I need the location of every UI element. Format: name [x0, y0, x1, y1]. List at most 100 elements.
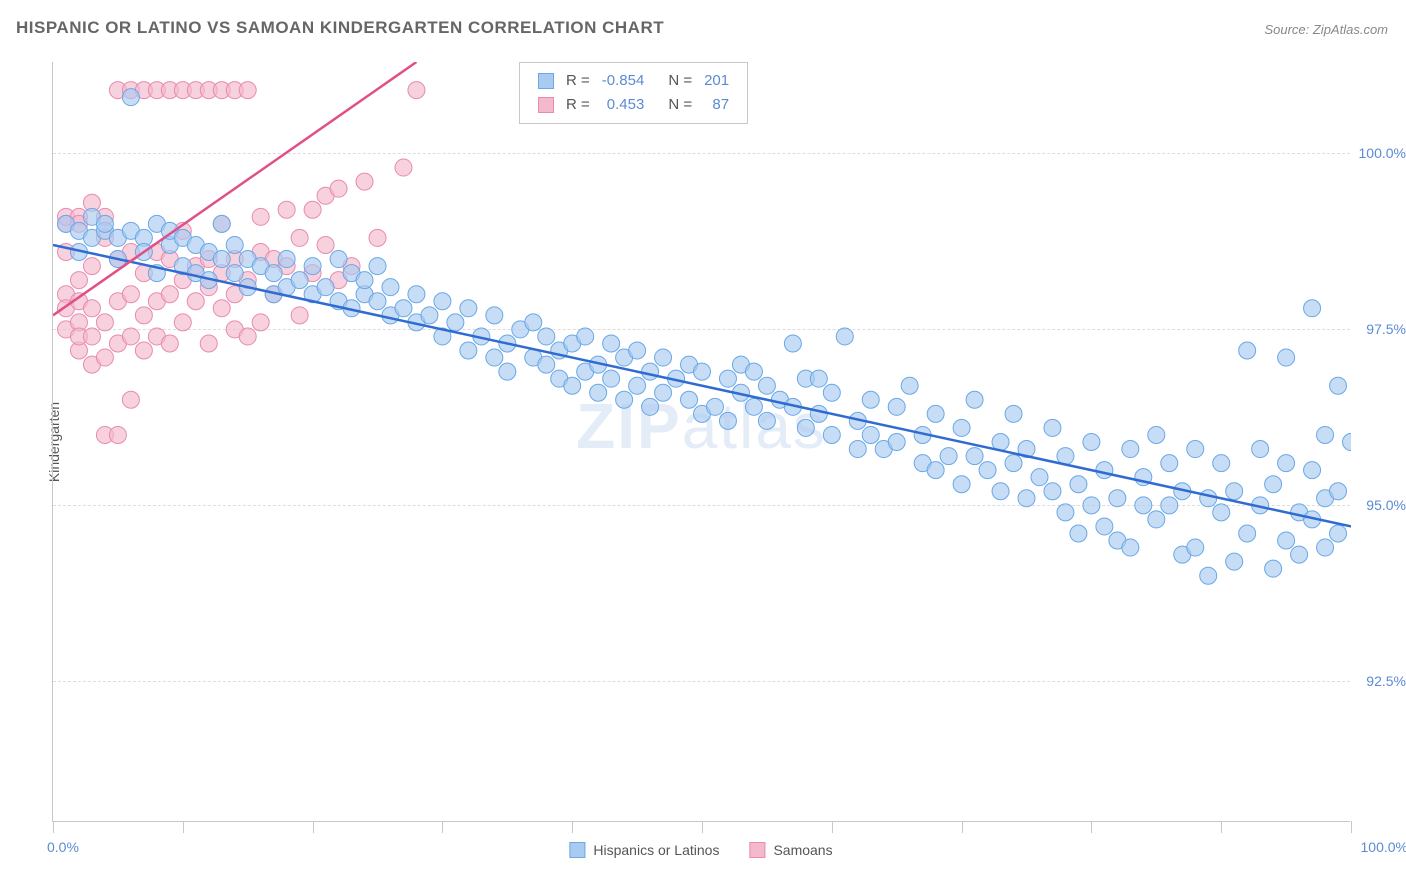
scatter-point [1005, 455, 1022, 472]
scatter-point [538, 328, 555, 345]
scatter-point [1200, 490, 1217, 507]
scatter-point [486, 307, 503, 324]
stats-n-value: 201 [698, 69, 735, 93]
scatter-point [1096, 518, 1113, 535]
scatter-point [927, 462, 944, 479]
scatter-point [460, 300, 477, 317]
scatter-point [940, 448, 957, 465]
x-tick [832, 821, 833, 833]
x-tick [313, 821, 314, 833]
x-tick [183, 821, 184, 833]
scatter-point [1291, 546, 1308, 563]
scatter-point [1044, 419, 1061, 436]
scatter-point [1031, 469, 1048, 486]
scatter-point [655, 384, 672, 401]
legend-item-hispanics: Hispanics or Latinos [569, 842, 719, 858]
scatter-point [187, 293, 204, 310]
scatter-point [810, 405, 827, 422]
scatter-point [577, 328, 594, 345]
scatter-point [213, 251, 230, 268]
x-axis-max-label: 100.0% [1361, 839, 1406, 855]
scatter-point [317, 236, 334, 253]
scatter-point [395, 159, 412, 176]
scatter-point [1044, 483, 1061, 500]
scatter-point [1096, 462, 1113, 479]
scatter-point [239, 328, 256, 345]
scatter-point [810, 370, 827, 387]
scatter-point [888, 434, 905, 451]
scatter-point [797, 419, 814, 436]
scatter-point [239, 82, 256, 99]
plot-area: ZIPatlas 92.5%95.0%97.5%100.0% 0.0% 100.… [52, 62, 1350, 822]
scatter-point [1330, 525, 1347, 542]
scatter-point [1330, 377, 1347, 394]
scatter-point [525, 314, 542, 331]
legend-swatch [569, 842, 585, 858]
scatter-point [1278, 455, 1295, 472]
scatter-point [265, 265, 282, 282]
y-tick-label: 100.0% [1359, 145, 1406, 161]
scatter-point [356, 272, 373, 289]
scatter-point [1083, 497, 1100, 514]
scatter-point [1148, 426, 1165, 443]
scatter-point [538, 356, 555, 373]
scatter-point [1252, 441, 1269, 458]
scatter-point [992, 483, 1009, 500]
scatter-point [1239, 525, 1256, 542]
scatter-point [1018, 490, 1035, 507]
scatter-point [862, 391, 879, 408]
x-tick [1351, 821, 1352, 833]
legend-label: Hispanics or Latinos [593, 842, 719, 858]
scatter-point [122, 89, 139, 106]
scatter-point [278, 251, 295, 268]
scatter-point [96, 314, 113, 331]
scatter-point [1239, 342, 1256, 359]
scatter-point [486, 349, 503, 366]
scatter-point [278, 201, 295, 218]
x-tick [1221, 821, 1222, 833]
scatter-point [1187, 539, 1204, 556]
scatter-point [174, 314, 191, 331]
scatter-point [758, 412, 775, 429]
scatter-point [291, 272, 308, 289]
scatter-point [745, 398, 762, 415]
scatter-point [1278, 349, 1295, 366]
stats-n-label: N = [662, 69, 698, 93]
stats-row: R =-0.854N =201 [532, 69, 735, 93]
y-tick-label: 92.5% [1366, 673, 1406, 689]
y-tick-label: 95.0% [1366, 497, 1406, 513]
scatter-point [1057, 504, 1074, 521]
scatter-point [629, 377, 646, 394]
scatter-point [1265, 476, 1282, 493]
stats-swatch [538, 73, 554, 89]
scatter-point [862, 426, 879, 443]
scatter-point [1330, 483, 1347, 500]
stats-n-label: N = [662, 93, 698, 117]
scatter-point [719, 370, 736, 387]
stats-box: R =-0.854N =201R =0.453N =87 [519, 62, 748, 124]
scatter-point [252, 208, 269, 225]
scatter-point [1317, 539, 1334, 556]
scatter-point [135, 342, 152, 359]
scatter-point [758, 377, 775, 394]
scatter-point [642, 398, 659, 415]
scatter-point [1213, 455, 1230, 472]
scatter-point [1005, 405, 1022, 422]
scatter-point [706, 398, 723, 415]
scatter-point [629, 342, 646, 359]
stats-n-value: 87 [698, 93, 735, 117]
scatter-point [1304, 300, 1321, 317]
stats-swatch [538, 97, 554, 113]
scatter-point [1161, 497, 1178, 514]
legend: Hispanics or Latinos Samoans [569, 842, 832, 858]
scatter-point [1070, 525, 1087, 542]
scatter-point [1148, 511, 1165, 528]
scatter-point [1213, 504, 1230, 521]
stats-r-value: 0.453 [596, 93, 651, 117]
scatter-point [408, 82, 425, 99]
scatter-point [1187, 441, 1204, 458]
scatter-point [213, 215, 230, 232]
scatter-point [317, 279, 334, 296]
x-axis-min-label: 0.0% [47, 839, 79, 855]
scatter-point [927, 405, 944, 422]
